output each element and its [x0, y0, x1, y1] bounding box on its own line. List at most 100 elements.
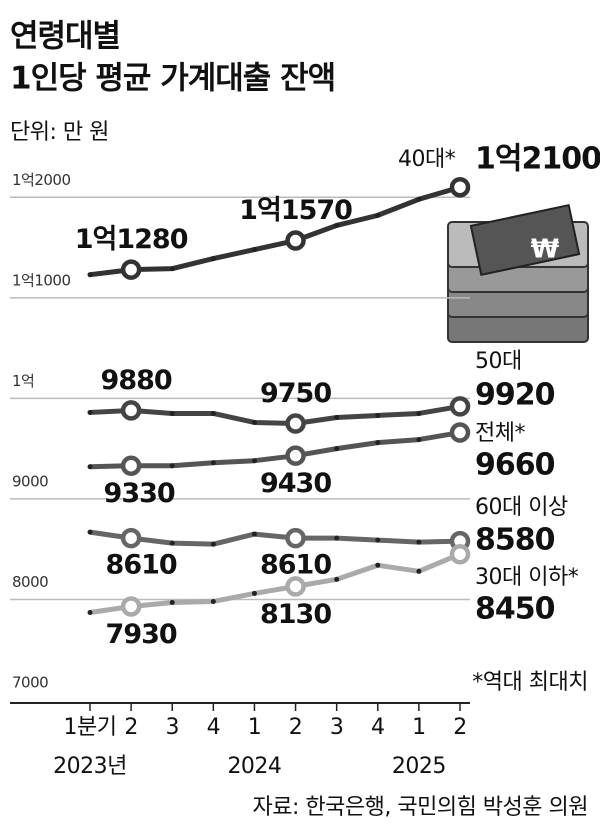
marker	[449, 396, 471, 417]
value-label: 7930	[106, 619, 177, 650]
series-line	[89, 551, 461, 615]
value-label: 9880	[101, 365, 172, 396]
point	[251, 247, 257, 253]
value-label: 8610	[260, 550, 331, 581]
unit-label: 단위: 만 원	[10, 120, 109, 145]
series-line	[89, 430, 461, 470]
year-label: 2024	[227, 754, 281, 779]
legend-label: 30대 이하*	[475, 565, 579, 590]
year-label: 2025	[392, 754, 446, 779]
end-value-label: 9920	[475, 378, 555, 413]
x-tick-label: 2	[289, 715, 303, 740]
end-value-label: 9660	[475, 448, 555, 483]
point	[169, 540, 175, 546]
point	[87, 272, 93, 278]
legend-label: 전체*	[475, 421, 525, 446]
point	[375, 537, 381, 543]
x-tick-label: 4	[371, 715, 385, 740]
marker	[120, 527, 142, 549]
point	[334, 414, 340, 420]
legend-label: 60대 이상	[475, 495, 568, 520]
point	[169, 410, 175, 416]
marker	[449, 422, 471, 443]
marker	[285, 527, 306, 549]
point	[416, 196, 422, 202]
value-label: 9750	[260, 378, 331, 409]
marker	[285, 230, 306, 251]
point	[169, 463, 175, 469]
point	[87, 529, 93, 535]
x-tick-label: 1	[248, 715, 262, 740]
point	[251, 419, 257, 425]
point	[334, 576, 340, 582]
x-tick-label: 2	[453, 715, 467, 740]
marker	[285, 445, 306, 466]
y-tick-label: 9000	[12, 472, 48, 490]
series-line	[89, 184, 461, 278]
year-label: 2023년	[53, 754, 127, 779]
point	[416, 568, 422, 574]
point	[416, 437, 422, 443]
marker	[120, 259, 142, 280]
marker	[120, 596, 142, 617]
y-tick-label: 1억2000	[12, 171, 71, 189]
point	[416, 539, 422, 545]
x-tick-label: 4	[207, 715, 221, 740]
y-tick-label: 7000	[12, 674, 48, 692]
y-tick-label: 1억	[12, 372, 34, 390]
point	[87, 464, 93, 470]
note: *역대 최대치	[472, 670, 588, 695]
point	[334, 222, 340, 228]
point	[210, 598, 216, 604]
point	[251, 458, 257, 464]
marker	[120, 400, 142, 421]
point	[87, 610, 93, 616]
point	[334, 535, 340, 541]
point	[210, 410, 216, 416]
y-tick-label: 1억1000	[12, 271, 71, 289]
value-label: 8130	[260, 599, 331, 630]
point	[251, 590, 257, 596]
x-tick-label: 1	[412, 715, 426, 740]
point	[210, 460, 216, 466]
value-label: 8610	[106, 550, 177, 581]
x-tick-label: 1분기	[64, 715, 117, 740]
x-tick-label: 3	[330, 715, 344, 740]
end-value-label: 1억2100	[475, 142, 600, 177]
marker	[449, 543, 471, 565]
money-illustration: ₩	[447, 203, 589, 343]
point	[210, 541, 216, 547]
svg-text:₩: ₩	[531, 235, 560, 265]
marker	[285, 576, 306, 597]
end-value-label: 8580	[475, 523, 555, 558]
point	[169, 599, 175, 605]
point	[210, 256, 216, 262]
marker	[285, 413, 306, 434]
x-tick-label: 3	[165, 715, 179, 740]
point	[375, 562, 381, 568]
x-tick-label: 2	[124, 715, 138, 740]
point	[375, 212, 381, 218]
series-line	[89, 403, 461, 426]
point	[416, 410, 422, 416]
chart-title: 1인당 평균 가계대출 잔액	[10, 61, 335, 97]
point	[334, 446, 340, 452]
chart-title: 연령대별	[10, 19, 120, 55]
point	[87, 409, 93, 415]
legend-label: 40대*	[398, 147, 456, 172]
legend-label: 50대	[475, 349, 522, 374]
value-label: 1억1570	[239, 195, 352, 226]
end-value-label: 8450	[475, 592, 555, 627]
value-label: 9430	[260, 468, 331, 499]
point	[375, 440, 381, 446]
source: 자료: 한국은행, 국민의힘 박성훈 의원	[253, 795, 588, 820]
marker	[449, 176, 471, 198]
point	[375, 412, 381, 418]
value-label: 1억1280	[75, 224, 188, 255]
point	[169, 266, 175, 272]
series-line	[89, 529, 461, 547]
value-label: 9330	[104, 478, 175, 509]
marker	[120, 455, 142, 476]
y-tick-label: 8000	[12, 573, 48, 591]
